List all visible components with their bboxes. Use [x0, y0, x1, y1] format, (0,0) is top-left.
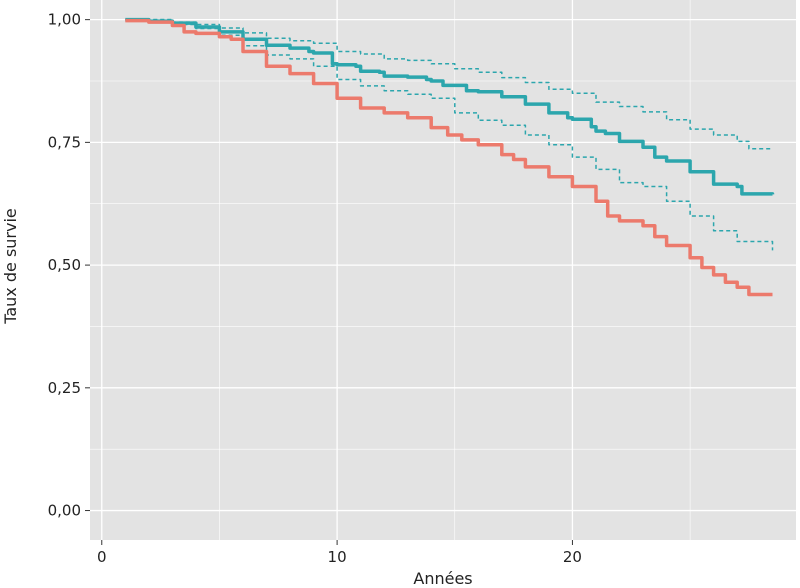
y-tick-label: 0,25	[48, 379, 81, 397]
salmon-solid-line-3	[125, 18, 773, 297]
teal-solid-line-0	[125, 17, 775, 196]
series-group	[125, 17, 775, 297]
y-tick-label: 0,75	[48, 133, 81, 151]
plot-panel	[90, 0, 796, 540]
x-tick-label: 20	[563, 548, 582, 566]
teal-dashed-line-1	[125, 18, 773, 150]
x-axis-label: Années	[413, 569, 472, 588]
y-axis-label: Taux de survie	[1, 208, 20, 325]
x-tick-label: 10	[328, 548, 347, 566]
teal-dashed-line-2	[125, 18, 774, 251]
y-tick-label: 0,50	[48, 256, 81, 274]
x-tick-label: 0	[97, 548, 107, 566]
y-tick-label: 1,00	[48, 11, 81, 29]
axis-ticks: 0 10 20 0,00 0,25 0,50 0,75 1,00	[48, 11, 582, 566]
y-tick-label: 0,00	[48, 502, 81, 520]
